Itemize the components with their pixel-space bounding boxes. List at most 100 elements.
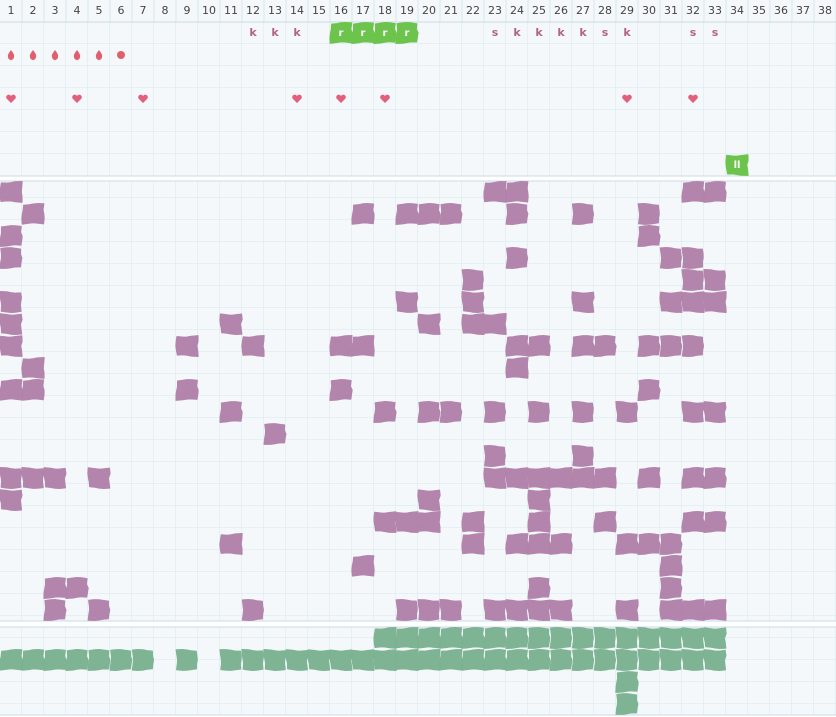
column-label: 7 — [140, 4, 147, 17]
purple-block — [21, 467, 45, 489]
purple-block — [329, 335, 353, 357]
green-block — [439, 627, 463, 649]
purple-block — [439, 599, 463, 621]
column-label: 17 — [356, 4, 370, 17]
heart-icon — [292, 94, 302, 103]
purple-block — [373, 401, 397, 423]
green-block — [593, 627, 616, 649]
purple-block — [0, 335, 23, 357]
green-block — [571, 627, 594, 649]
purple-block — [505, 357, 529, 379]
purple-block — [681, 401, 705, 423]
purple-block — [615, 533, 639, 555]
green-block — [21, 649, 45, 671]
purple-block — [637, 225, 661, 247]
purple-block — [659, 555, 683, 577]
green-block — [417, 627, 441, 649]
letter: k — [249, 26, 257, 39]
column-label: 23 — [488, 4, 502, 17]
middle-section — [0, 181, 836, 621]
column-label: 36 — [774, 4, 788, 17]
letter: k — [271, 26, 279, 39]
purple-block — [373, 511, 397, 533]
heart-icon — [336, 94, 346, 103]
green-block — [461, 627, 485, 649]
green-block — [65, 649, 89, 671]
letter: s — [690, 26, 697, 39]
purple-block — [527, 533, 551, 555]
letter: s — [492, 26, 499, 39]
column-label: 1 — [8, 4, 15, 17]
green-block — [637, 649, 660, 671]
purple-block — [483, 181, 507, 203]
purple-block — [0, 467, 22, 489]
green-block — [43, 649, 67, 671]
purple-block — [681, 599, 705, 621]
drop-icon — [7, 50, 15, 60]
purple-block — [659, 599, 683, 621]
purple-block — [681, 269, 704, 291]
column-label: 8 — [162, 4, 169, 17]
green-block — [703, 649, 727, 671]
purple-block — [571, 291, 595, 313]
purple-block — [593, 335, 617, 357]
purple-block — [0, 489, 23, 511]
purple-block — [0, 181, 23, 203]
column-label: 34 — [730, 4, 744, 17]
purple-block — [483, 599, 507, 621]
letter: k — [513, 26, 521, 39]
green-block — [681, 627, 705, 649]
green-block — [549, 627, 573, 649]
purple-block — [351, 555, 375, 577]
purple-block — [175, 335, 199, 357]
column-label: 16 — [334, 4, 348, 17]
green-block — [285, 649, 309, 671]
purple-block — [461, 269, 484, 291]
purple-block — [571, 203, 595, 225]
column-label: 5 — [96, 4, 103, 17]
green-block — [109, 649, 133, 671]
purple-block — [681, 181, 705, 203]
purple-block — [87, 599, 111, 621]
green-block — [637, 627, 661, 649]
purple-block — [483, 401, 507, 423]
purple-block — [703, 401, 727, 423]
column-label: 11 — [224, 4, 238, 17]
green-block — [527, 627, 551, 649]
purple-block — [505, 467, 529, 489]
purple-block — [0, 313, 23, 335]
heart-icon — [72, 94, 82, 103]
purple-block — [417, 203, 441, 225]
green-block — [417, 649, 441, 671]
purple-block — [21, 203, 45, 225]
purple-block — [483, 467, 507, 489]
green-block — [681, 649, 705, 671]
heart-icon — [138, 94, 148, 103]
green-block — [615, 693, 639, 715]
column-label: 21 — [444, 4, 458, 17]
column-label: 12 — [246, 4, 260, 17]
column-label: 35 — [752, 4, 766, 17]
purple-block — [505, 203, 529, 225]
purple-block — [505, 247, 529, 269]
badge — [351, 22, 375, 44]
purple-block — [637, 203, 660, 225]
purple-block — [659, 291, 683, 313]
green-block — [615, 671, 639, 693]
purple-block — [703, 599, 727, 621]
green-block — [703, 627, 727, 649]
badge — [395, 21, 419, 45]
column-label: 27 — [576, 4, 590, 17]
purple-block — [329, 379, 353, 401]
green-block — [373, 649, 397, 671]
column-label: 24 — [510, 4, 524, 17]
purple-block — [703, 291, 727, 313]
heart-icon — [380, 94, 390, 103]
purple-block — [549, 533, 573, 555]
green-block — [131, 649, 155, 671]
green-block — [505, 649, 529, 671]
purple-block — [571, 467, 595, 489]
purple-block — [703, 511, 727, 533]
badge-label: r — [405, 28, 410, 39]
dot-icon — [117, 51, 125, 59]
